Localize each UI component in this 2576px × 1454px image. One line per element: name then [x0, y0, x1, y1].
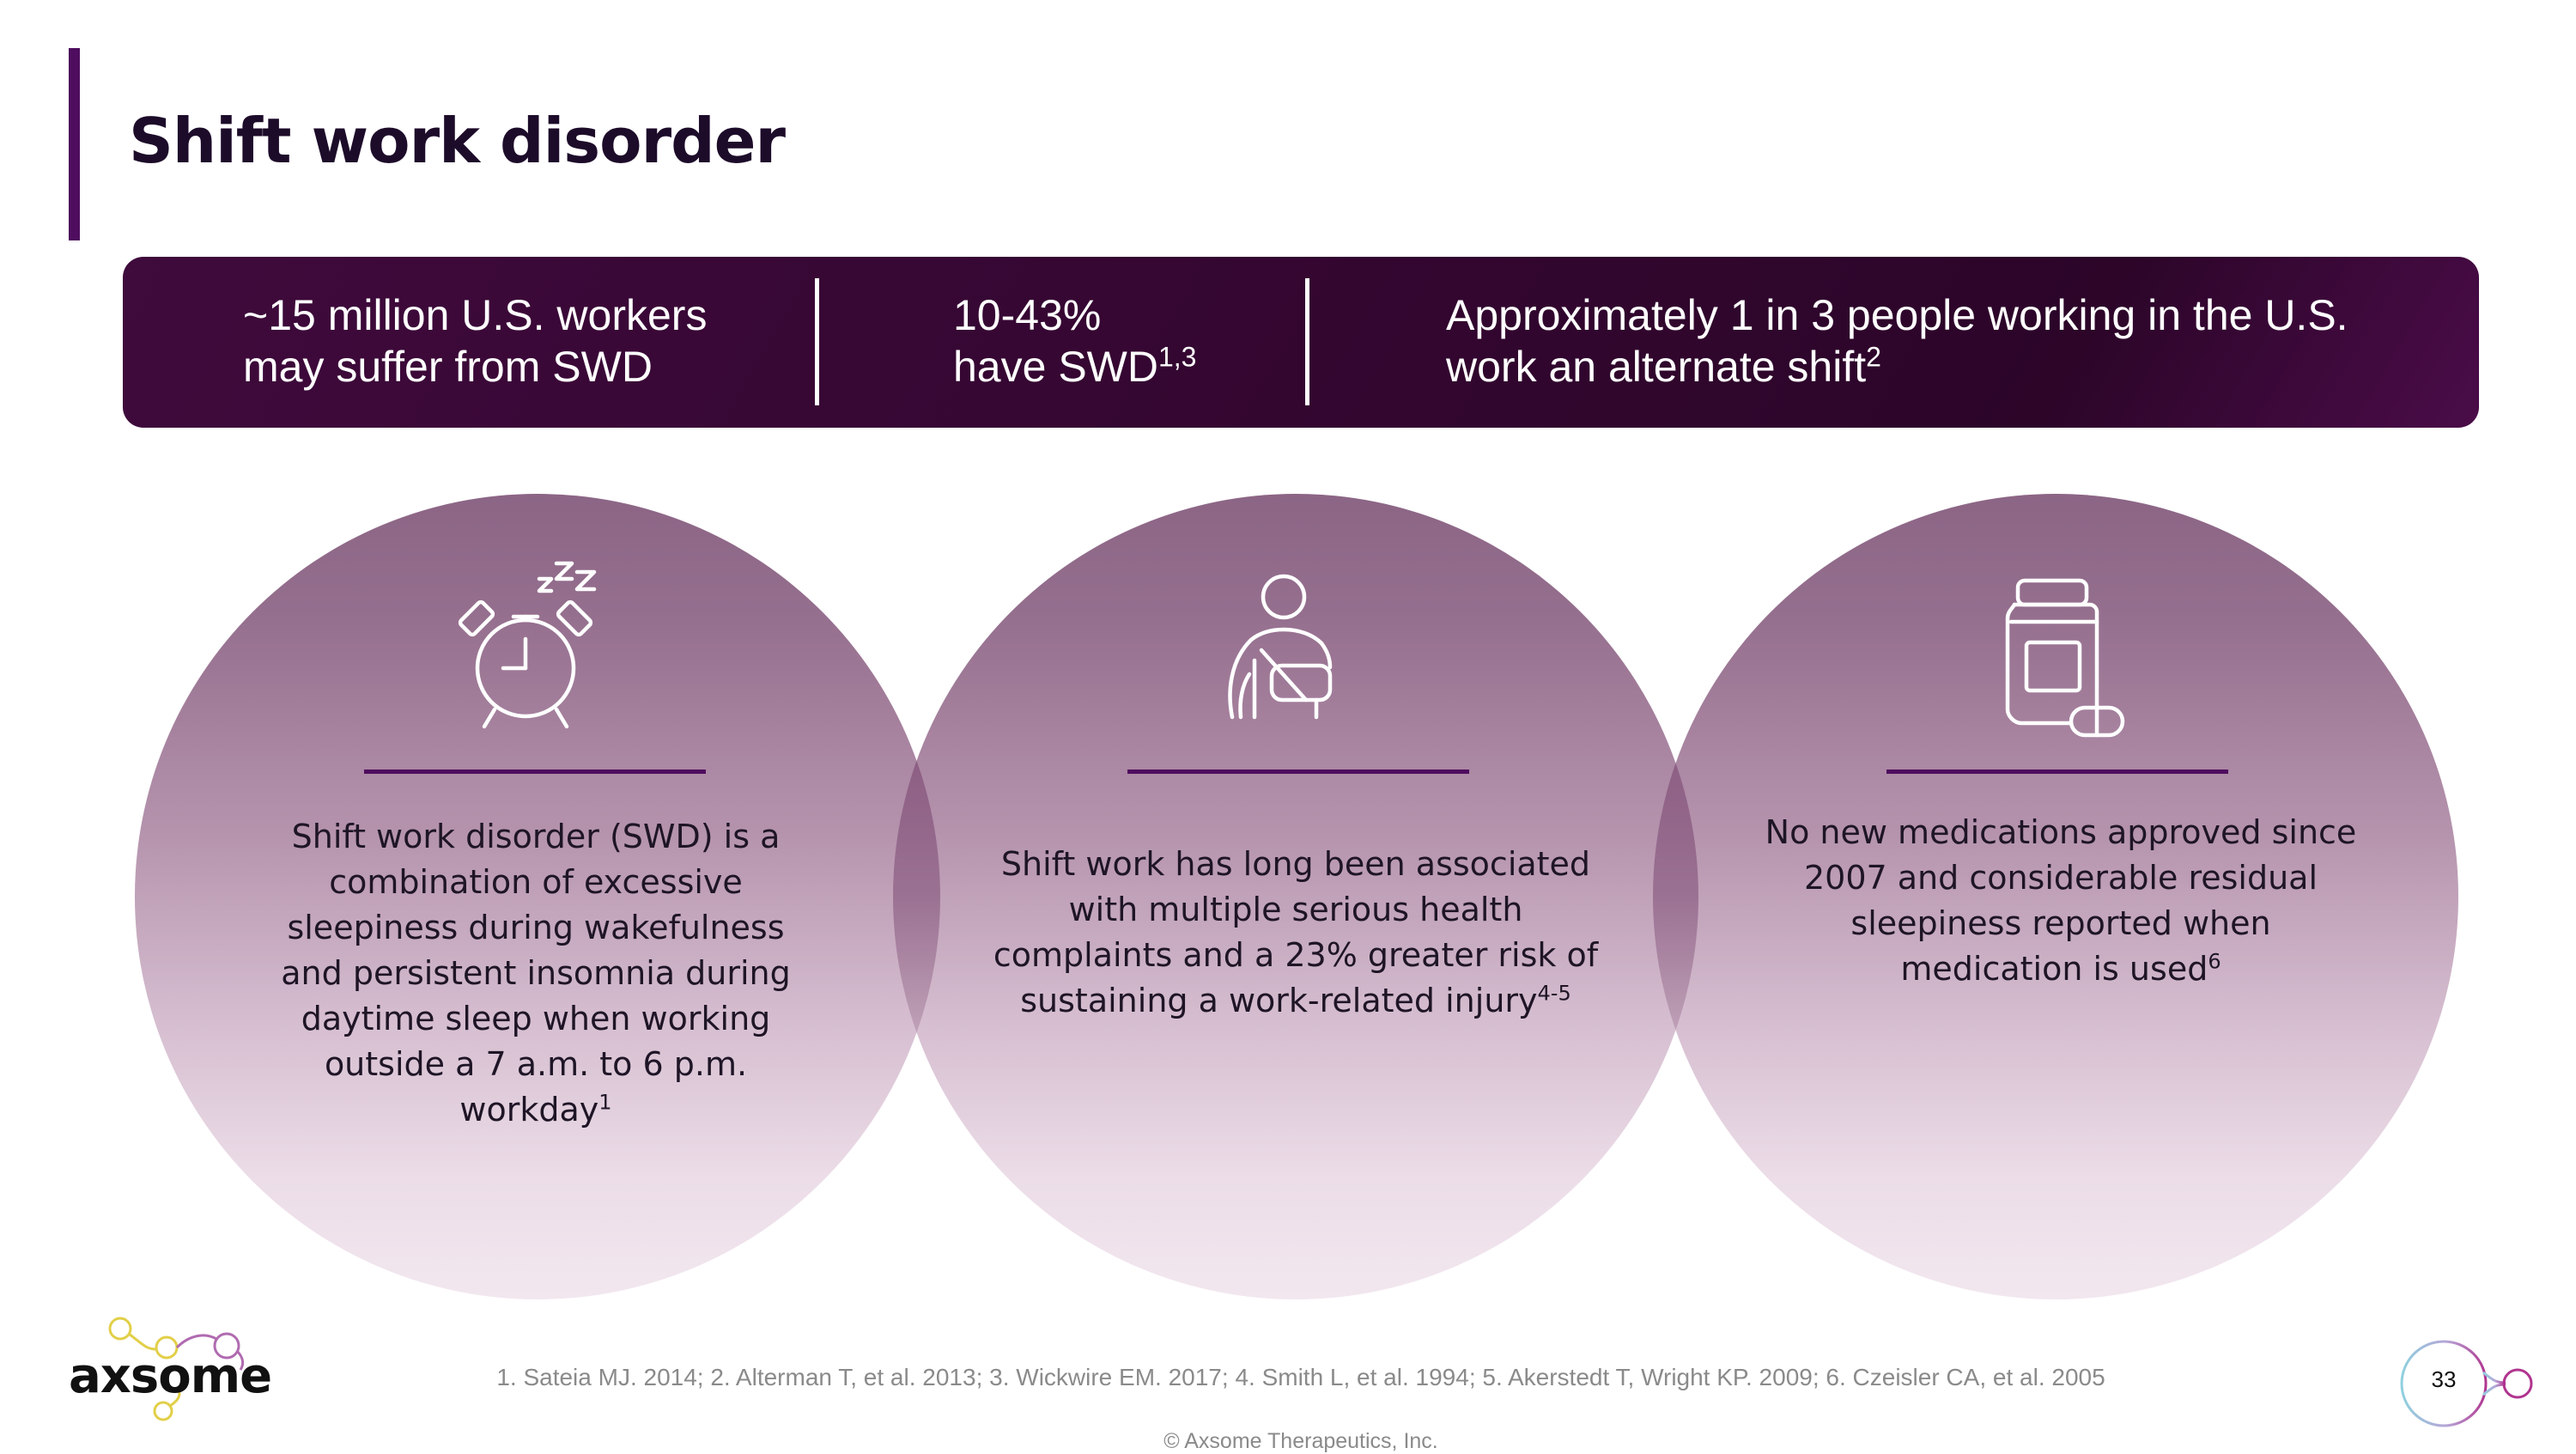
page-number-badge — [2400, 1340, 2533, 1427]
card-text-line: Shift work has long been associated — [1000, 845, 1591, 883]
stat-line: may suffer from SWD — [243, 343, 653, 391]
citation-sup: 2 — [1866, 341, 1881, 373]
card-text-line: Shift work disorder (SWD) is a — [291, 818, 781, 855]
citation-sup: 6 — [2208, 949, 2221, 974]
card-circle-definition — [135, 494, 940, 1299]
card-text-line: with multiple serious health — [1068, 891, 1523, 928]
stats-divider — [1305, 278, 1309, 405]
card-text-line: sleepiness reported when — [1850, 904, 2271, 942]
card-text-line: outside a 7 a.m. to 6 p.m. — [324, 1045, 748, 1083]
axsome-logo-mark — [108, 1317, 245, 1421]
stat-prevalence: 10-43% have SWD1,3 — [953, 289, 1196, 392]
stat-line: ~15 million U.S. workers — [243, 291, 708, 339]
card-text-line: sleepiness during wakefulness — [287, 909, 785, 946]
page-number: 33 — [2431, 1366, 2457, 1392]
card-circle-health — [893, 494, 1698, 1299]
card-text-line: medication is used — [1900, 950, 2208, 988]
citation-sup: 1 — [598, 1090, 612, 1115]
axsome-logo-text: axsome — [69, 1348, 272, 1404]
stat-line: Approximately 1 in 3 people working in t… — [1446, 291, 2348, 339]
card-text-line: complaints and a 23% greater risk of — [993, 936, 1599, 974]
card-divider — [1127, 770, 1469, 774]
card-circle-medication — [1653, 494, 2458, 1299]
stats-banner: ~15 million U.S. workers may suffer from… — [123, 257, 2479, 428]
page-title: Shift work disorder — [129, 105, 786, 177]
card-text-definition: Shift work disorder (SWD) is a combinati… — [258, 814, 814, 1133]
stat-line: have SWD — [953, 343, 1158, 391]
card-text-line: workday — [459, 1091, 599, 1129]
stat-line: 10-43% — [953, 291, 1102, 339]
title-accent-bar — [69, 48, 80, 240]
card-text-line: combination of excessive — [329, 863, 743, 901]
card-text-line: and persistent insomnia during — [281, 954, 791, 992]
card-divider — [364, 770, 706, 774]
alarm-clock-sleep-icon — [447, 550, 610, 730]
card-text-line: 2007 and considerable residual — [1803, 859, 2318, 897]
card-text-medication: No new medications approved since 2007 a… — [1752, 810, 2370, 992]
citation-sup: 1,3 — [1157, 341, 1197, 373]
stat-workers: ~15 million U.S. workers may suffer from… — [243, 289, 707, 392]
stat-alternate-shift: Approximately 1 in 3 people working in t… — [1446, 289, 2348, 392]
card-text-health: Shift work has long been associated with… — [979, 842, 1613, 1024]
card-text-line: No new medications approved since — [1765, 813, 2357, 851]
medication-bottle-icon — [1992, 574, 2129, 754]
copyright: © Axsome Therapeutics, Inc. — [1163, 1429, 1438, 1453]
card-divider — [1886, 770, 2228, 774]
citation-sup: 4-5 — [1537, 981, 1571, 1006]
stat-line: work an alternate shift — [1446, 343, 1867, 391]
arm-sling-injury-icon — [1224, 571, 1344, 734]
card-text-line: sustaining a work-related injury — [1020, 982, 1538, 1019]
stats-divider — [815, 278, 819, 405]
references: 1. Sateia MJ. 2014; 2. Alterman T, et al… — [496, 1364, 2105, 1390]
card-text-line: daytime sleep when working — [301, 1000, 771, 1037]
